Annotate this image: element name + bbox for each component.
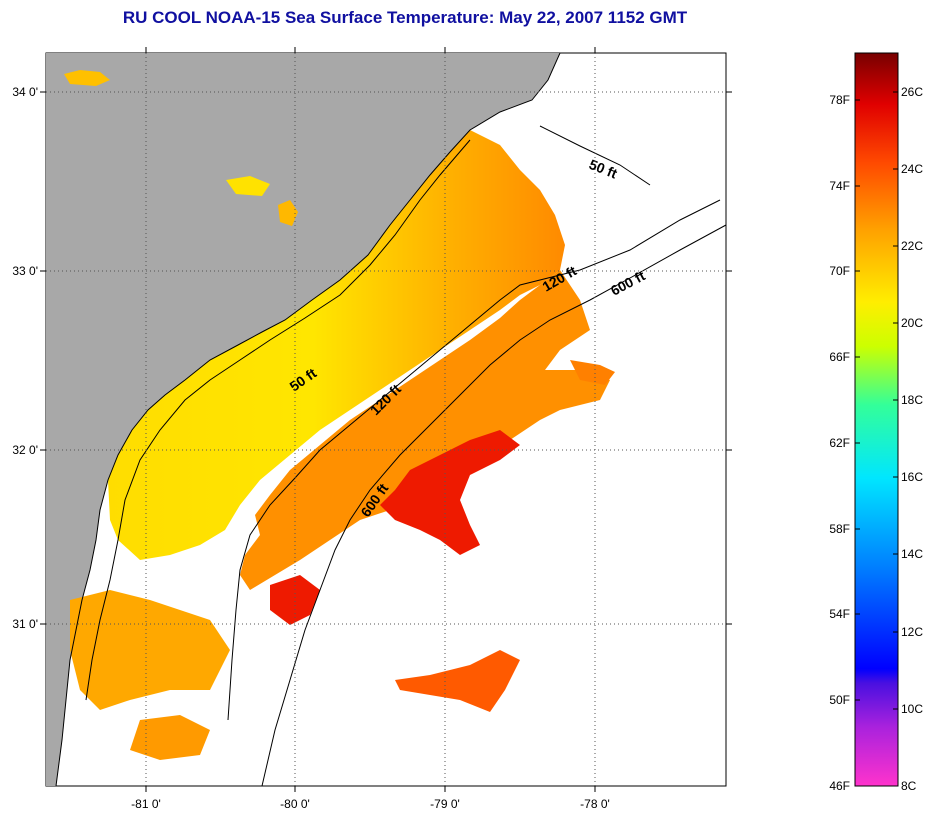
inland-lake-2 <box>226 176 270 196</box>
map-title: RU COOL NOAA-15 Sea Surface Temperature:… <box>122 8 688 27</box>
colorbar-f-54: 54F <box>829 607 850 621</box>
lon-label-81: -81 0' <box>131 797 161 811</box>
sst-red-patch <box>270 575 320 625</box>
contour-600ft <box>261 224 726 786</box>
colorbar-c-10: 10C <box>901 702 923 716</box>
lat-label-34: 34 0' <box>12 85 38 99</box>
contour-120ft <box>227 199 721 721</box>
colorbar-f-50: 50F <box>829 693 850 707</box>
colorbar-c-22: 22C <box>901 239 923 253</box>
lon-label-79: -79 0' <box>430 797 460 811</box>
sst-offshore-patch-2 <box>570 360 615 385</box>
sst-red-tongue <box>380 430 520 555</box>
colorbar-f-78: 78F <box>829 93 850 107</box>
sst-south-patches <box>70 590 230 710</box>
graticule <box>46 53 726 786</box>
axis-ticks <box>40 47 732 792</box>
colorbar-c-18: 18C <box>901 393 923 407</box>
land <box>46 53 560 786</box>
colorbar-c-14: 14C <box>901 547 923 561</box>
colorbar-f-74: 74F <box>829 179 850 193</box>
lon-label-78: -78 0' <box>580 797 610 811</box>
colorbar-ticks <box>855 91 898 710</box>
colorbar-f-58: 58F <box>829 522 850 536</box>
inland-lake-1 <box>64 70 110 86</box>
sst-coastal-band <box>108 130 565 560</box>
coastline <box>55 53 561 786</box>
colorbar <box>854 52 899 787</box>
colorbar-c-8: 8C <box>901 779 917 793</box>
lat-label-32: 32 0' <box>12 443 38 457</box>
colorbar-c-16: 16C <box>901 470 923 484</box>
colorbar-f-62: 62F <box>829 436 850 450</box>
colorbar-c-20: 20C <box>901 316 923 330</box>
sst-offshore-patch <box>395 650 520 712</box>
colorbar-c-26: 26C <box>901 85 923 99</box>
colorbar-f-46: 46F <box>829 779 850 793</box>
contour-50ft <box>85 125 651 701</box>
colorbar-f-70: 70F <box>829 264 850 278</box>
colorbar-c-12: 12C <box>901 625 923 639</box>
inland-lake-3 <box>278 200 298 226</box>
colorbar-c-24: 24C <box>901 162 923 176</box>
colorbar-f-66: 66F <box>829 350 850 364</box>
lon-label-80: -80 0' <box>280 797 310 811</box>
lat-label-31: 31 0' <box>12 617 38 631</box>
sst-south-patch-2 <box>130 715 210 760</box>
lat-label-33: 33 0' <box>12 264 38 278</box>
